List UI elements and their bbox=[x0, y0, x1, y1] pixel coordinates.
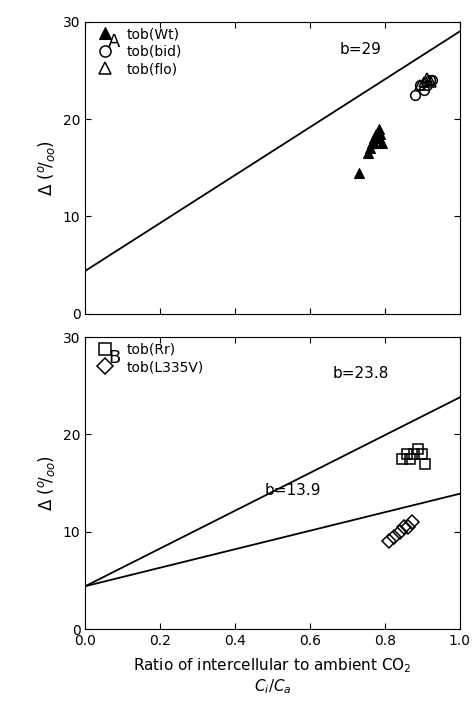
Text: b=13.9: b=13.9 bbox=[265, 483, 321, 498]
Y-axis label: $\Delta$ ($^o\!/_{oo}$): $\Delta$ ($^o\!/_{oo}$) bbox=[36, 455, 57, 511]
Legend: tob(Wt), tob(bid), tob(flo): tob(Wt), tob(bid), tob(flo) bbox=[91, 27, 182, 76]
Y-axis label: $\Delta$ ($^o\!/_{oo}$): $\Delta$ ($^o\!/_{oo}$) bbox=[36, 140, 57, 196]
Legend: tob(Rr), tob(L335V): tob(Rr), tob(L335V) bbox=[91, 343, 204, 374]
Text: b=23.8: b=23.8 bbox=[332, 367, 389, 381]
Text: A: A bbox=[108, 33, 120, 51]
X-axis label: Ratio of intercellular to ambient CO$_2$
$C_i$/$C_a$: Ratio of intercellular to ambient CO$_2$… bbox=[133, 656, 412, 696]
Text: B: B bbox=[108, 348, 120, 367]
Text: b=29: b=29 bbox=[340, 42, 382, 57]
